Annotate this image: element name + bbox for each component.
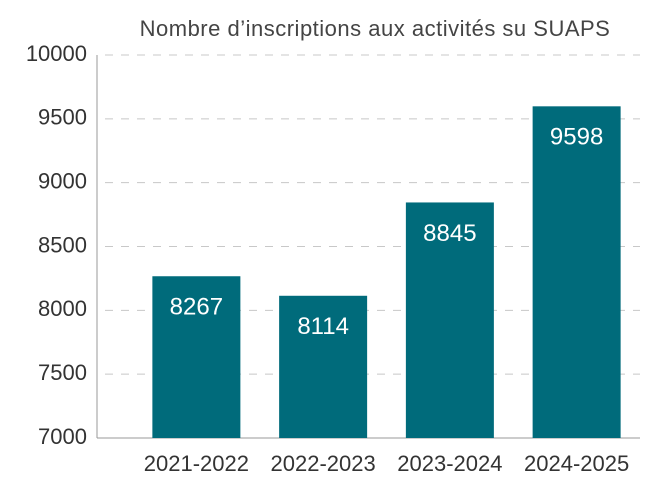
value-label: 9598 bbox=[550, 124, 603, 151]
y-tick-label: 8500 bbox=[38, 232, 87, 257]
x-tick-label: 2024-2025 bbox=[524, 451, 629, 476]
bar bbox=[532, 106, 621, 439]
y-tick-label: 7500 bbox=[38, 360, 87, 385]
x-tick-label: 2021-2022 bbox=[144, 451, 249, 476]
value-label: 8114 bbox=[297, 313, 349, 340]
y-tick-label: 9500 bbox=[38, 105, 87, 130]
x-tick-label: 2022-2023 bbox=[271, 451, 376, 476]
chart-title: Nombre d’inscriptions aux activités su S… bbox=[140, 16, 611, 41]
bar bbox=[152, 276, 241, 438]
y-tick-label: 9000 bbox=[38, 168, 87, 193]
y-tick-label: 8000 bbox=[38, 296, 87, 321]
bar bbox=[405, 202, 494, 438]
x-tick-label: 2023-2024 bbox=[397, 451, 502, 476]
value-label: 8845 bbox=[423, 220, 476, 247]
y-tick-label: 10000 bbox=[26, 41, 87, 66]
bar bbox=[279, 295, 368, 438]
y-tick-label: 7000 bbox=[38, 424, 87, 449]
value-label: 8267 bbox=[170, 294, 223, 321]
